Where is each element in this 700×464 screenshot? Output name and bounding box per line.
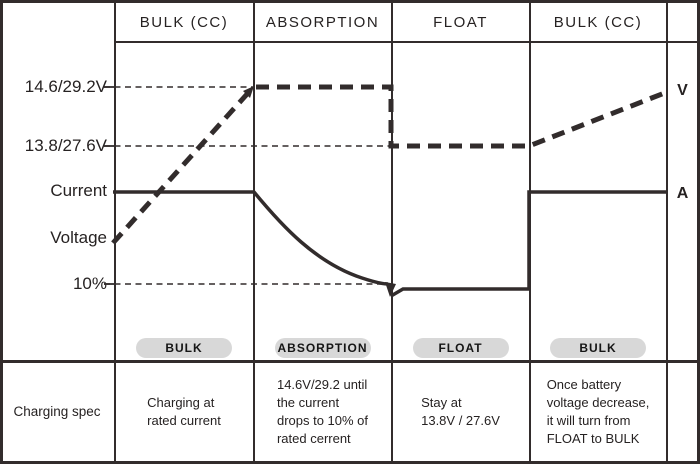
current-drop-arrow <box>385 282 396 297</box>
stage-header-float: FLOAT <box>433 13 488 31</box>
stage-badge-absorption: ABSORPTION <box>274 338 371 358</box>
badge-slot-float: FLOAT <box>392 337 529 359</box>
axis-label-volts: V <box>677 82 688 99</box>
stage-header-bulk-cc-1: BULK (CC) <box>139 13 229 31</box>
spec-cell-bulk: Charging at rated current <box>115 363 253 461</box>
voltage-curve <box>111 84 668 245</box>
badge-slot-bulk-1: BULK <box>115 337 253 359</box>
spec-row-label: Charging spec <box>13 404 101 419</box>
current-curve <box>113 190 667 298</box>
grid-line-bulk-absorption <box>253 0 255 464</box>
spec-text-bulk: Charging at rated current <box>147 395 221 428</box>
spec-cell-float: Stay at 13.8V / 27.6V <box>392 363 529 461</box>
grid-line-right-strip <box>666 0 668 464</box>
spec-text-bulk2: Once battery voltage decrease, it will t… <box>546 377 650 446</box>
axis-label-voltage: Voltage <box>50 228 107 247</box>
grid-line-header-bottom <box>114 41 700 43</box>
grid-line-spec-row-top <box>0 360 700 363</box>
voltage-rise-arrow <box>243 86 254 98</box>
axis-label-current: Current <box>50 181 107 200</box>
spec-cell-bulk2: Once battery voltage decrease, it will t… <box>530 363 666 461</box>
stage-badge-bulk-1: BULK <box>136 338 232 358</box>
stage-header-absorption: ABSORPTION <box>265 13 380 31</box>
badge-slot-bulk-2: BULK <box>530 337 666 359</box>
stage-badge-bulk-2: BULK <box>550 338 646 358</box>
stage-badge-float: FLOAT <box>412 338 509 358</box>
badge-slot-absorption: ABSORPTION <box>254 337 391 359</box>
spec-text-float: Stay at 13.8V / 27.6V <box>421 395 500 428</box>
axis-label-amps: A <box>676 185 689 202</box>
axis-label-ten-percent: 10% <box>72 274 107 293</box>
axis-label-float-voltage: 13.8/27.6V <box>24 136 107 155</box>
spec-row-label-cell: Charging spec <box>0 363 114 461</box>
grid-line-label-column <box>114 0 116 464</box>
spec-text-absorption: 14.6V/29.2 until the current drops to 10… <box>276 377 369 446</box>
grid-line-absorption-float <box>391 0 393 464</box>
axis-label-absorption-voltage: 14.6/29.2V <box>24 77 107 96</box>
stage-header-bulk-cc-2: BULK (CC) <box>553 13 643 31</box>
spec-cell-absorption: 14.6V/29.2 until the current drops to 10… <box>254 363 391 461</box>
